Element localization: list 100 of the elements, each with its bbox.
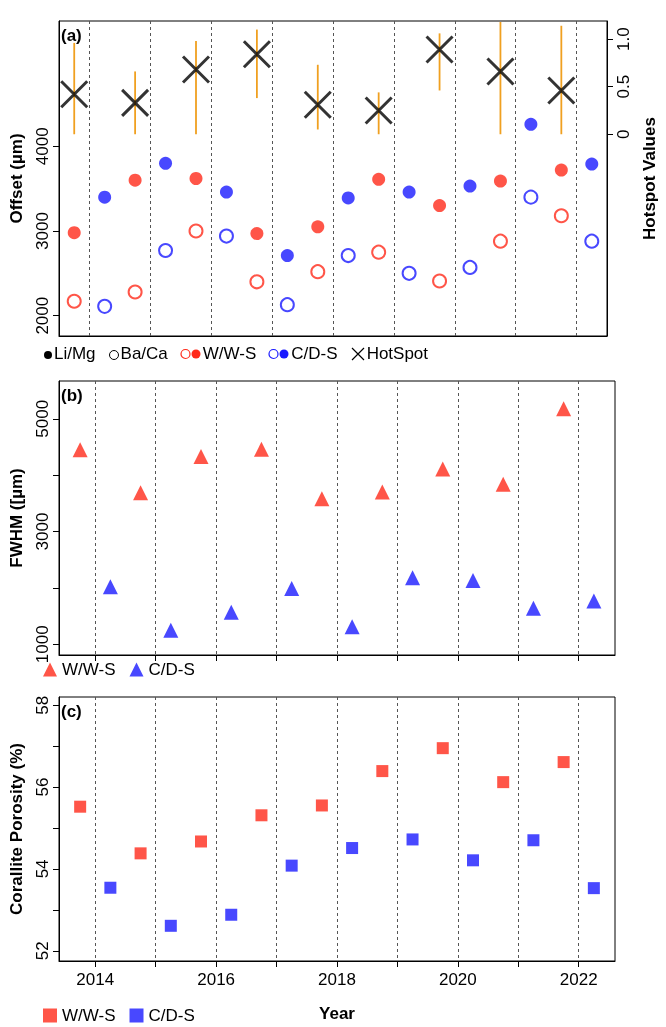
point bbox=[189, 172, 203, 185]
point bbox=[341, 191, 355, 205]
point bbox=[250, 227, 264, 241]
y-axis-title: Corallite Porosity (%) bbox=[7, 743, 26, 915]
point bbox=[587, 882, 600, 895]
point bbox=[406, 833, 419, 846]
y-tick-label: 5000 bbox=[33, 399, 52, 438]
y2-tick-label: 0 bbox=[614, 129, 633, 139]
point bbox=[401, 265, 417, 281]
point bbox=[219, 185, 233, 199]
y2-axis-title: Hotspot Values bbox=[640, 117, 659, 240]
point bbox=[372, 172, 386, 186]
point bbox=[253, 441, 269, 457]
point bbox=[128, 173, 142, 187]
legend-label: W/W-S bbox=[62, 1006, 116, 1025]
point bbox=[371, 244, 387, 260]
point bbox=[223, 604, 239, 620]
annotation: (c) bbox=[61, 702, 82, 721]
point bbox=[181, 55, 211, 85]
point bbox=[364, 95, 394, 125]
point bbox=[525, 600, 541, 616]
point bbox=[497, 776, 510, 789]
y-tick-label: 2000 bbox=[33, 296, 52, 335]
y-axis-title: Offset (µm) bbox=[7, 133, 26, 224]
point bbox=[405, 570, 421, 586]
y2-tick-label: 0.5 bbox=[614, 74, 633, 99]
point bbox=[435, 461, 451, 477]
point bbox=[104, 881, 117, 894]
point bbox=[493, 174, 507, 188]
point bbox=[303, 90, 333, 120]
point bbox=[218, 228, 234, 244]
text: Li/Mg bbox=[54, 344, 96, 364]
point bbox=[102, 579, 118, 595]
y-tick-label: 1000 bbox=[33, 625, 52, 664]
point bbox=[546, 75, 576, 105]
point bbox=[340, 248, 356, 264]
text: Ba/Ca bbox=[120, 344, 168, 364]
point bbox=[436, 742, 449, 755]
point bbox=[67, 226, 81, 240]
point bbox=[485, 56, 515, 86]
y-tick-label: 4000 bbox=[33, 127, 52, 166]
point bbox=[127, 284, 143, 300]
point bbox=[158, 242, 174, 258]
x-tick-label: 2018 bbox=[318, 970, 356, 989]
legend-label: HotSpot bbox=[366, 344, 429, 364]
point bbox=[465, 573, 481, 589]
point bbox=[72, 442, 88, 458]
y-tick-label: 54 bbox=[33, 859, 52, 879]
point bbox=[195, 835, 208, 848]
point bbox=[279, 297, 295, 313]
legend-label: C/D-S bbox=[291, 344, 338, 364]
annotation: (b) bbox=[61, 386, 83, 405]
point bbox=[425, 35, 455, 65]
point bbox=[255, 809, 268, 822]
x-tick-label: 2020 bbox=[438, 970, 477, 989]
y-tick-label: 52 bbox=[33, 941, 52, 961]
point bbox=[374, 484, 390, 500]
point bbox=[376, 765, 389, 778]
point bbox=[524, 117, 538, 131]
point bbox=[554, 163, 568, 177]
y-tick-label: 58 bbox=[33, 695, 52, 715]
point bbox=[159, 156, 173, 170]
point bbox=[133, 485, 149, 501]
point bbox=[120, 88, 150, 118]
legend-label: C/D-S bbox=[148, 1006, 195, 1025]
point bbox=[285, 859, 298, 872]
legend-label: C/D-S bbox=[148, 660, 195, 679]
point bbox=[553, 208, 569, 224]
legend-label: W/W-S bbox=[62, 660, 116, 679]
point bbox=[284, 580, 300, 596]
point bbox=[527, 834, 540, 847]
point bbox=[344, 619, 360, 635]
point bbox=[242, 39, 272, 69]
point bbox=[402, 185, 416, 199]
point bbox=[188, 223, 204, 239]
x-tick-label: 2014 bbox=[76, 970, 115, 989]
point bbox=[74, 800, 87, 813]
point bbox=[346, 842, 359, 855]
point bbox=[310, 264, 326, 280]
point bbox=[495, 476, 511, 492]
annotation: (a) bbox=[61, 26, 82, 45]
y-tick-label: 3000 bbox=[33, 212, 52, 250]
point bbox=[433, 199, 447, 213]
point bbox=[315, 799, 328, 812]
point bbox=[311, 220, 325, 234]
x-axis-title: Year bbox=[319, 1004, 356, 1023]
point bbox=[280, 249, 294, 263]
point bbox=[432, 273, 448, 289]
point bbox=[163, 622, 179, 638]
point bbox=[463, 179, 477, 193]
point bbox=[556, 401, 572, 417]
x-tick-label: 2022 bbox=[559, 970, 598, 989]
point bbox=[492, 233, 508, 249]
point bbox=[225, 908, 238, 921]
point bbox=[314, 491, 330, 507]
point bbox=[98, 190, 112, 204]
legend-label: W/W-S bbox=[202, 344, 257, 364]
point bbox=[134, 847, 147, 860]
point bbox=[193, 449, 209, 465]
x-tick-label: 2016 bbox=[197, 970, 236, 989]
